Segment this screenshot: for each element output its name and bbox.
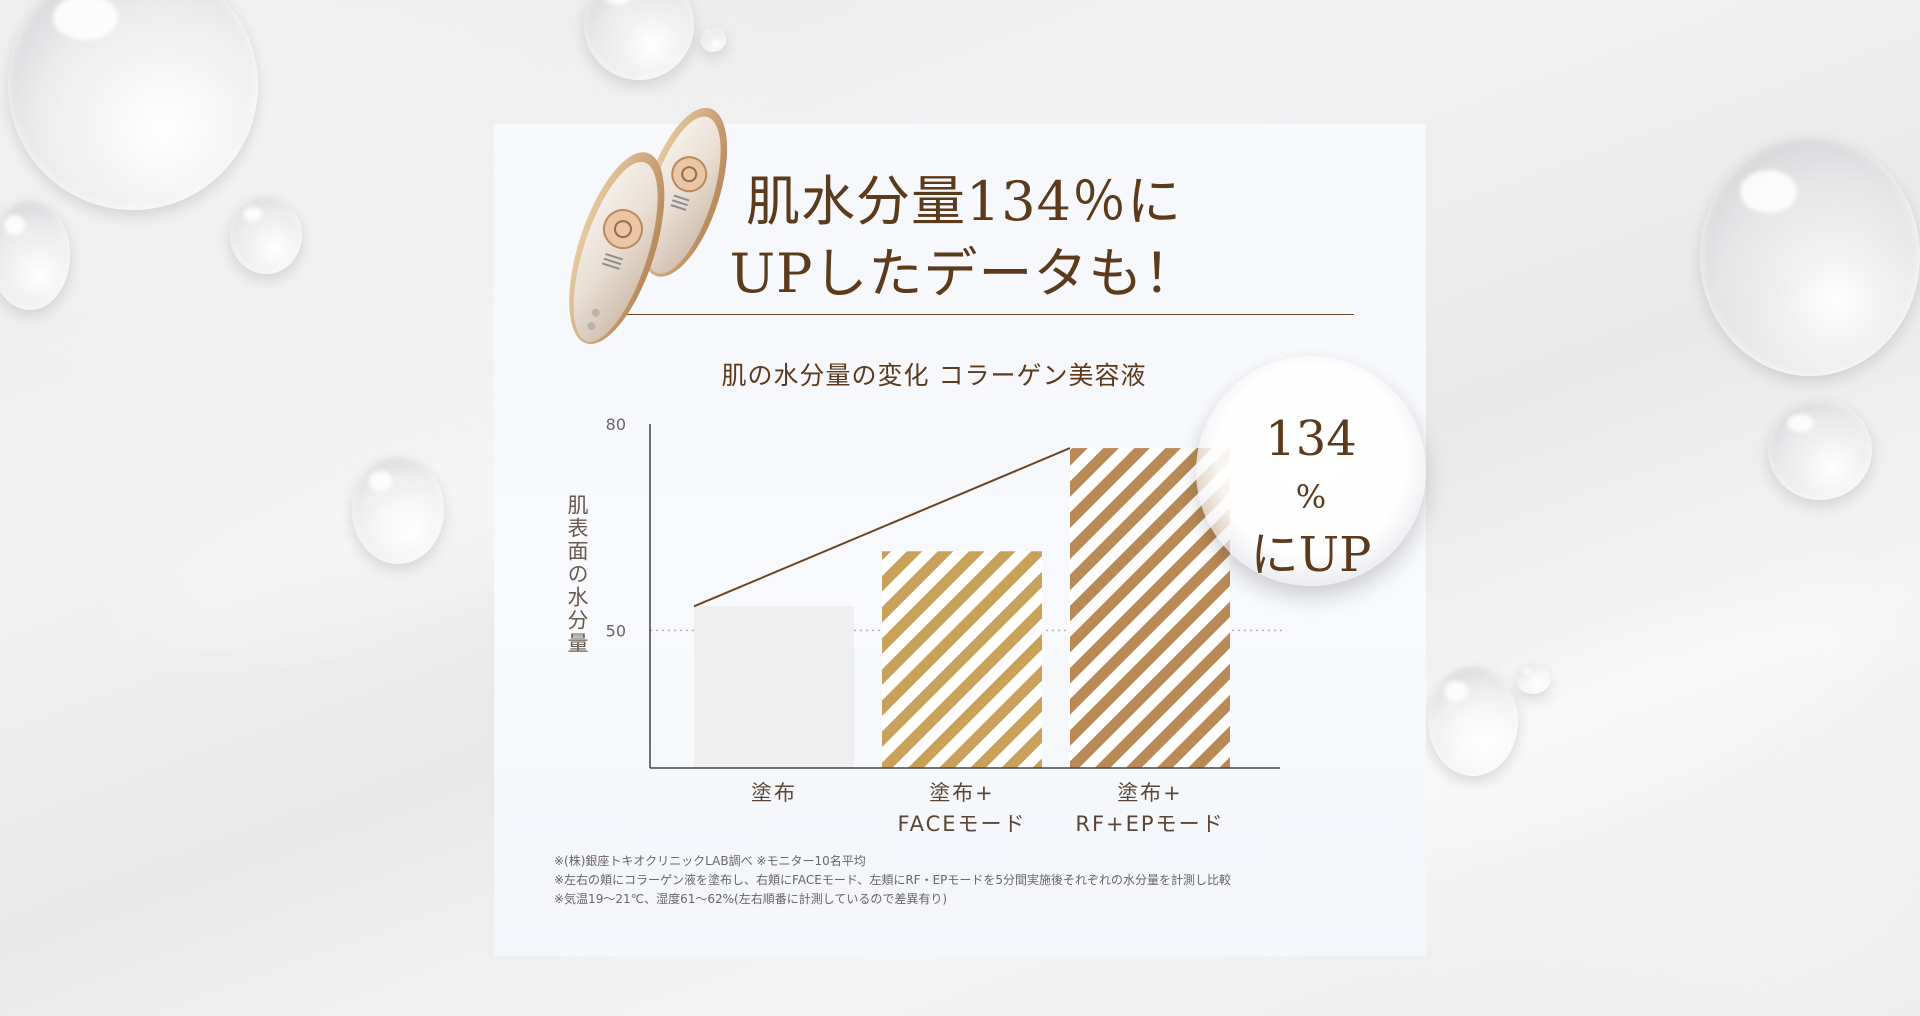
water-droplet-icon [584,0,694,80]
footnotes: ※(株)銀座トキオクリニックLAB調べ ※モニター10名平均 ※左右の頬にコラー… [554,852,1231,909]
y-tick-label-50: 50 [606,621,626,640]
increase-badge: 134% にUP [1196,356,1426,586]
water-droplet-icon [0,200,70,310]
headline-line-1: 肌水分量134％に [745,170,1183,233]
trend-line [693,447,1071,608]
x-tick-label-line: RF+EPモード [1075,812,1225,836]
increase-unit: % [1295,478,1327,516]
beauty-device-icon [569,107,728,344]
water-droplet-icon [1428,666,1518,776]
increase-suffix: にUP [1250,527,1372,583]
footnote-2: ※左右の頬にコラーゲン液を塗布し、右頬にFACEモード、左頬にRF・EPモードを… [554,873,1232,887]
water-droplet-icon [8,0,258,210]
headline-line-2: UPしたデータも！ [729,242,1199,305]
x-tick-label-line: 塗布 [751,781,797,805]
x-tick-label-line: 塗布+ [929,781,995,805]
increase-badge-text: 134% にUP [1196,410,1426,584]
chart-title: 肌の水分量の変化 コラーゲン美容液 [721,361,1147,390]
water-droplet-icon [352,456,444,564]
bar-2 [882,551,1042,768]
increase-value: 134 [1265,411,1357,467]
water-droplet-icon [1700,136,1920,376]
headline-divider [580,314,1354,315]
x-tick-label-1: 塗布 [674,778,874,809]
y-axis-label: 肌表面の水分量 [565,494,589,655]
bar-1 [694,606,854,768]
bar-chart: 80 50 [606,415,1282,769]
headline: 肌水分量134％に UPしたデータも！ [714,166,1214,310]
footnote-1: ※(株)銀座トキオクリニックLAB調べ ※モニター10名平均 [554,854,866,868]
y-tick-label-80: 80 [606,415,626,434]
water-droplet-icon [1768,400,1872,500]
x-tick-label-line: 塗布+ [1117,781,1183,805]
water-droplet-icon [1516,664,1550,694]
x-tick-label-line: FACEモード [897,812,1027,836]
footnote-3: ※気温19～21℃、湿度61～62%(左右順番に計測しているので差異有り) [554,892,948,906]
water-droplet-icon [230,196,302,274]
x-tick-label-3: 塗布+ RF+EPモード [1050,778,1250,840]
x-tick-label-2: 塗布+ FACEモード [862,778,1062,840]
water-droplet-icon [700,26,726,52]
